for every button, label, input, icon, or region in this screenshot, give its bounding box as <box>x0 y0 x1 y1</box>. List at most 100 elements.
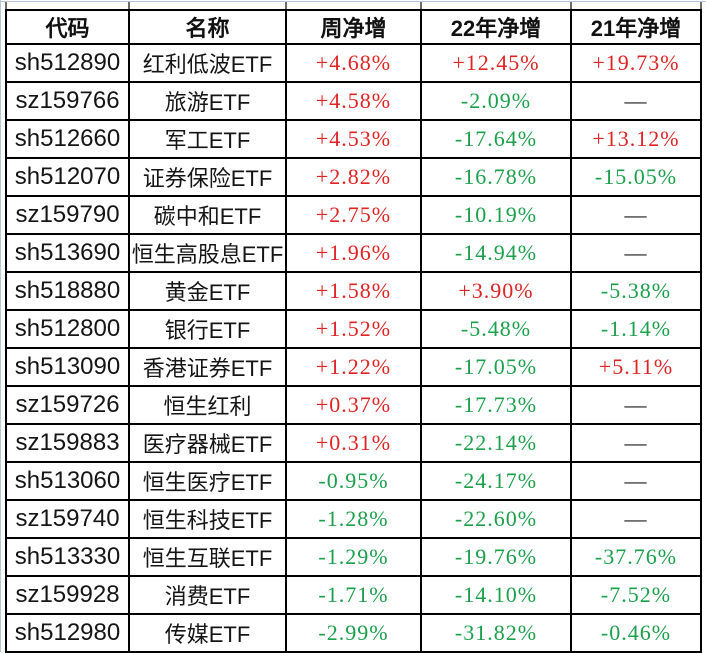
table-row: sh518880 黄金ETF +1.58% +3.90% -5.38% <box>5 271 702 311</box>
table-row: sz159726 恒生红利 +0.37% -17.73% — <box>5 385 702 425</box>
change-2021: -7.52% <box>570 575 702 615</box>
week-change: +4.58% <box>285 81 422 121</box>
change-2021: — <box>570 195 702 235</box>
header-week-change: 周净增 <box>285 9 422 45</box>
etf-table: 代码 名称 周净增 22年净增 21年净增 sh512890 红利低波ETF +… <box>5 9 702 653</box>
table-row: sh513090 香港证券ETF +1.22% -17.05% +5.11% <box>5 347 702 387</box>
change-2021: — <box>570 461 702 501</box>
etf-name: 传媒ETF <box>128 613 287 653</box>
week-change: -1.29% <box>285 537 422 577</box>
etf-code: sh513060 <box>5 461 130 501</box>
table-row: sz159740 恒生科技ETF -1.28% -22.60% — <box>5 499 702 539</box>
etf-name: 红利低波ETF <box>128 43 287 83</box>
table-row: sh512890 红利低波ETF +4.68% +12.45% +19.73% <box>5 43 702 83</box>
week-change: +1.58% <box>285 271 422 311</box>
etf-name: 银行ETF <box>128 309 287 349</box>
week-change: +1.96% <box>285 233 422 273</box>
etf-name: 恒生医疗ETF <box>128 461 287 501</box>
etf-name: 恒生科技ETF <box>128 499 287 539</box>
gridline-stub-top <box>128 2 130 9</box>
etf-name: 黄金ETF <box>128 271 287 311</box>
change-2021: — <box>570 385 702 425</box>
change-2022: -31.82% <box>420 613 572 653</box>
change-2022: -19.76% <box>420 537 572 577</box>
change-2021: — <box>570 81 702 121</box>
change-2022: -17.64% <box>420 119 572 159</box>
etf-code: sh513690 <box>5 233 130 273</box>
table-row: sh513060 恒生医疗ETF -0.95% -24.17% — <box>5 461 702 501</box>
gridline-stub-top <box>420 2 422 9</box>
change-2021: — <box>570 233 702 273</box>
etf-code: sz159766 <box>5 81 130 121</box>
table-row: sh512070 证券保险ETF +2.82% -16.78% -15.05% <box>5 157 702 197</box>
etf-code: sz159740 <box>5 499 130 539</box>
etf-code: sz159790 <box>5 195 130 235</box>
table-header: 代码 名称 周净增 22年净增 21年净增 <box>5 9 702 45</box>
change-2022: -2.09% <box>420 81 572 121</box>
change-2022: +3.90% <box>420 271 572 311</box>
change-2021: +5.11% <box>570 347 702 387</box>
table-row: sz159928 消费ETF -1.71% -14.10% -7.52% <box>5 575 702 615</box>
etf-code: sz159726 <box>5 385 130 425</box>
table-row: sz159766 旅游ETF +4.58% -2.09% — <box>5 81 702 121</box>
sheet-gridline-top <box>0 1 706 2</box>
change-2021: -15.05% <box>570 157 702 197</box>
week-change: +2.82% <box>285 157 422 197</box>
etf-code: sh512890 <box>5 43 130 83</box>
etf-code: sh512800 <box>5 309 130 349</box>
gridline-stub-top <box>570 2 572 9</box>
table-row: sh512980 传媒ETF -2.99% -31.82% -0.46% <box>5 613 702 653</box>
change-2022: -10.19% <box>420 195 572 235</box>
week-change: -2.99% <box>285 613 422 653</box>
change-2022: +12.45% <box>420 43 572 83</box>
change-2021: -0.46% <box>570 613 702 653</box>
change-2022: -14.10% <box>420 575 572 615</box>
etf-code: sh512980 <box>5 613 130 653</box>
change-2021: +19.73% <box>570 43 702 83</box>
etf-code: sz159883 <box>5 423 130 463</box>
change-2022: -22.60% <box>420 499 572 539</box>
etf-code: sh513090 <box>5 347 130 387</box>
gridline-stub-top <box>5 2 7 9</box>
header-name: 名称 <box>128 9 287 45</box>
week-change: +4.68% <box>285 43 422 83</box>
change-2021: -37.76% <box>570 537 702 577</box>
etf-code: sh518880 <box>5 271 130 311</box>
header-code: 代码 <box>5 9 130 45</box>
week-change: -1.71% <box>285 575 422 615</box>
table-row: sh513330 恒生互联ETF -1.29% -19.76% -37.76% <box>5 537 702 577</box>
week-change: -0.95% <box>285 461 422 501</box>
etf-name: 证券保险ETF <box>128 157 287 197</box>
etf-name: 消费ETF <box>128 575 287 615</box>
change-2022: -22.14% <box>420 423 572 463</box>
etf-name: 军工ETF <box>128 119 287 159</box>
etf-name: 香港证券ETF <box>128 347 287 387</box>
etf-name: 恒生互联ETF <box>128 537 287 577</box>
week-change: +4.53% <box>285 119 422 159</box>
change-2022: -14.94% <box>420 233 572 273</box>
etf-name: 医疗器械ETF <box>128 423 287 463</box>
header-2022-change: 22年净增 <box>420 9 572 45</box>
etf-name: 恒生高股息ETF <box>128 233 287 273</box>
gridline-stub-top <box>285 2 287 9</box>
header-2021-change: 21年净增 <box>570 9 702 45</box>
change-2022: -17.73% <box>420 385 572 425</box>
week-change: +1.52% <box>285 309 422 349</box>
etf-name: 碳中和ETF <box>128 195 287 235</box>
week-change: +0.31% <box>285 423 422 463</box>
table-body: sh512890 红利低波ETF +4.68% +12.45% +19.73% … <box>5 43 702 653</box>
gridline-stub-top <box>700 2 702 9</box>
etf-code: sh512070 <box>5 157 130 197</box>
etf-code: sh513330 <box>5 537 130 577</box>
change-2022: -24.17% <box>420 461 572 501</box>
table-row: sz159790 碳中和ETF +2.75% -10.19% — <box>5 195 702 235</box>
table-row: sh512800 银行ETF +1.52% -5.48% -1.14% <box>5 309 702 349</box>
change-2021: -1.14% <box>570 309 702 349</box>
header-row: 代码 名称 周净增 22年净增 21年净增 <box>5 9 702 45</box>
etf-code: sz159928 <box>5 575 130 615</box>
change-2022: -5.48% <box>420 309 572 349</box>
etf-name: 旅游ETF <box>128 81 287 121</box>
etf-name: 恒生红利 <box>128 385 287 425</box>
change-2021: — <box>570 423 702 463</box>
week-change: -1.28% <box>285 499 422 539</box>
